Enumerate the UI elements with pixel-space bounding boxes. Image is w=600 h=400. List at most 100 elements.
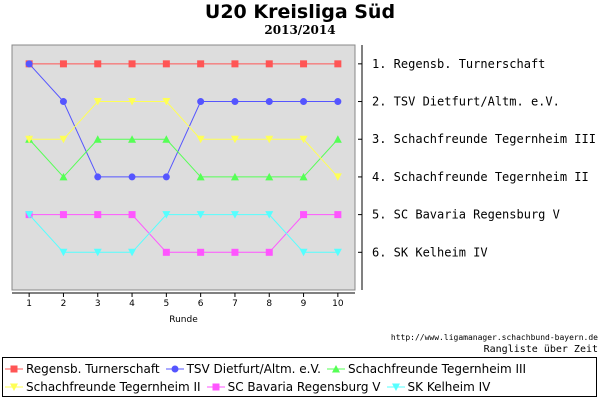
data-point (59, 248, 68, 257)
x-tick-label: 10 (332, 299, 344, 309)
legend-item: Schachfreunde Tegernheim II (5, 378, 201, 396)
legend-label: SC Bavaria Regensburg V (227, 380, 381, 394)
legend: Regensb. Turnerschaft TSV Dietfurt/Altm. … (2, 357, 597, 397)
data-point (162, 98, 171, 106)
legend-item: SC Bavaria Regensburg V (206, 378, 381, 396)
data-point (196, 135, 205, 144)
data-point (94, 211, 102, 219)
rank-label: 4. Schachfreunde Tegernheim II (372, 170, 589, 184)
data-point (59, 98, 67, 106)
data-point (299, 172, 308, 181)
legend-swatch (206, 383, 225, 391)
data-point (25, 60, 33, 68)
data-point (196, 211, 205, 219)
series-6 (25, 211, 342, 257)
rank-label: 5. SC Bavaria Regensburg V (372, 208, 560, 222)
data-point (197, 248, 205, 256)
legend-label: TSV Dietfurt/Altm. e.V. (186, 362, 321, 376)
data-point (25, 211, 34, 219)
data-point (162, 60, 170, 68)
data-point (93, 248, 102, 257)
legend-marker (212, 383, 220, 391)
series-line (28, 63, 338, 178)
rank-labels: 1. Regensb. Turnerschaft 2. TSV Dietfurt/… (358, 57, 596, 259)
data-point (299, 135, 308, 144)
data-point (128, 98, 137, 106)
legend-marker (171, 365, 179, 373)
data-point (93, 98, 102, 106)
ranking-chart: 1 2 3 4 5 6 7 8 9 10 Runde 1. Regensb. Turnerschaf… (11, 44, 596, 325)
data-point (231, 98, 239, 106)
series-3 (25, 135, 342, 181)
data-point (162, 211, 171, 219)
x-tick-label: 4 (129, 299, 135, 309)
legend-item: Schachfreunde Tegernheim III (326, 360, 527, 378)
data-point (128, 211, 136, 219)
data-point (265, 211, 274, 219)
x-tick-label: 2 (61, 299, 67, 309)
data-point (231, 60, 239, 68)
data-point (128, 173, 136, 181)
data-point (300, 211, 308, 219)
x-tick-label: 5 (163, 299, 169, 309)
data-point (59, 60, 67, 68)
legend-label: Schachfreunde Tegernheim II (26, 380, 201, 394)
legend-label: Schachfreunde Tegernheim III (347, 362, 527, 376)
data-point (197, 98, 205, 106)
data-point (128, 248, 137, 257)
x-axis-title: Runde (169, 315, 198, 325)
data-point (230, 211, 239, 219)
data-point (162, 248, 170, 256)
data-point (333, 173, 342, 181)
x-tick-label: 7 (232, 299, 238, 309)
series-line (28, 214, 338, 253)
plot-area (11, 44, 363, 291)
data-point (265, 60, 273, 68)
data-point (59, 135, 68, 144)
data-point (265, 135, 274, 144)
rank-label: 3. Schachfreunde Tegernheim III (372, 132, 596, 146)
series-line (29, 101, 339, 178)
data-point (59, 172, 68, 181)
data-point (93, 135, 102, 143)
legend-marker (391, 383, 400, 391)
x-tick-label: 8 (266, 299, 272, 309)
legend-item: SK Kelheim IV (386, 378, 491, 396)
legend-marker (10, 365, 18, 373)
rank-label: 6. SK Kelheim IV (372, 245, 488, 259)
chart-title: U20 Kreisliga Süd (204, 1, 396, 23)
data-point (94, 173, 102, 181)
data-point (230, 135, 239, 144)
rank-label: 2. TSV Dietfurt/Altm. e.V. (372, 95, 560, 109)
x-axis: 1 2 3 4 5 6 7 8 9 10 Runde (12, 292, 355, 325)
legend-swatch (5, 383, 23, 391)
legend-item: TSV Dietfurt/Altm. e.V. (165, 360, 321, 378)
legend-label: SK Kelheim IV (407, 380, 491, 394)
data-point (265, 172, 274, 181)
legend-swatch (386, 383, 405, 391)
data-point (94, 60, 102, 68)
data-point (197, 60, 205, 68)
legend-label: Regensb. Turnerschaft (26, 362, 160, 376)
data-point (162, 173, 170, 181)
data-point (128, 135, 137, 143)
chart-subtitle: 2013/2014 (264, 23, 336, 37)
data-point (299, 248, 308, 257)
data-point (196, 172, 205, 181)
chart-caption: Rangliste über Zeit (483, 344, 598, 355)
series-layer (25, 60, 342, 257)
data-point (265, 248, 273, 256)
x-tick-label: 9 (301, 299, 307, 309)
data-point (300, 98, 308, 106)
x-tick-label: 3 (95, 299, 101, 309)
legend-swatch (165, 365, 184, 373)
data-point (300, 60, 308, 68)
data-point (334, 98, 342, 106)
plot-background (11, 44, 356, 291)
x-tick-label: 1 (26, 299, 32, 309)
data-point (25, 135, 34, 144)
data-point (59, 211, 67, 219)
legend-marker (10, 383, 18, 391)
series-4 (25, 98, 342, 181)
data-point (334, 211, 342, 219)
